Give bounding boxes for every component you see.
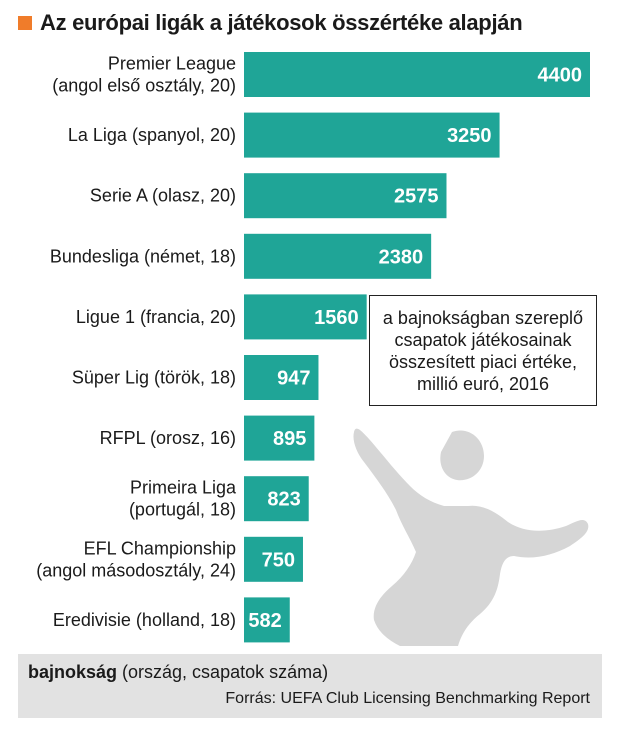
bar-0 xyxy=(244,52,590,97)
bar-1 xyxy=(244,112,500,158)
footer-panel: bajnokság (ország, csapatok száma) Forrá… xyxy=(18,654,602,718)
bar-4 xyxy=(244,294,367,340)
chart-annotation-box: a bajnokságban szereplő csapatok játékos… xyxy=(369,295,597,406)
bar-chart: 4400 Premier League (angol első osztály, 2… xyxy=(36,52,590,646)
category-label-0: Premier League (angol első osztály, 20) xyxy=(52,54,236,96)
title-accent-square xyxy=(18,16,32,30)
category-label-1: La Liga (spanyol, 20) xyxy=(68,125,236,145)
bar-value-label-5: 947 xyxy=(277,368,310,390)
footer-legend: bajnokság (ország, csapatok száma) xyxy=(28,662,328,683)
bar-2 xyxy=(244,173,447,219)
bar-value-label-7: 823 xyxy=(267,489,300,511)
bar-value-label-4: 1560 xyxy=(314,307,359,329)
chart-title: Az európai ligák a játékosok összértéke … xyxy=(40,10,523,35)
bar-value-label-8: 750 xyxy=(262,549,295,571)
category-label-5: Süper Lig (török, 18) xyxy=(72,368,236,388)
footer-legend-bold: bajnokság xyxy=(28,662,118,682)
bar-value-label-1: 3250 xyxy=(447,125,492,147)
footer-source: Forrás: UEFA Club Licensing Benchmarking… xyxy=(225,690,590,707)
category-label-9: Eredivisie (holland, 18) xyxy=(53,610,236,630)
footballer-silhouette-icon xyxy=(353,428,589,646)
category-label-6: RFPL (orosz, 16) xyxy=(100,428,236,448)
bar-value-label-3: 2380 xyxy=(379,246,424,268)
bar-6 xyxy=(244,415,315,461)
bar-3 xyxy=(244,233,432,279)
category-label-4: Ligue 1 (francia, 20) xyxy=(76,307,236,327)
bar-9 xyxy=(244,597,290,643)
bar-value-label-9: 582 xyxy=(248,610,281,632)
category-label-3: Bundesliga (német, 18) xyxy=(50,246,236,266)
chart-title-row: Az európai ligák a játékosok összértéke … xyxy=(18,8,523,38)
category-label-8: EFL Championship (angol másodosztály, 24) xyxy=(36,538,236,580)
bar-value-label-6: 895 xyxy=(273,428,306,450)
footer-legend-rest: (ország, csapatok száma) xyxy=(117,662,329,682)
bar-value-label-2: 2575 xyxy=(394,186,439,208)
category-label-7: Primeira Liga (portugál, 18) xyxy=(129,478,237,520)
bar-8 xyxy=(244,536,303,582)
category-label-2: Serie A (olasz, 20) xyxy=(90,186,236,206)
bar-5 xyxy=(244,355,319,400)
chart-annotation-text: a bajnokságban szereplő csapatok játékos… xyxy=(382,307,584,394)
bar-7 xyxy=(244,476,309,522)
bar-value-label-0: 4400 xyxy=(538,65,583,87)
